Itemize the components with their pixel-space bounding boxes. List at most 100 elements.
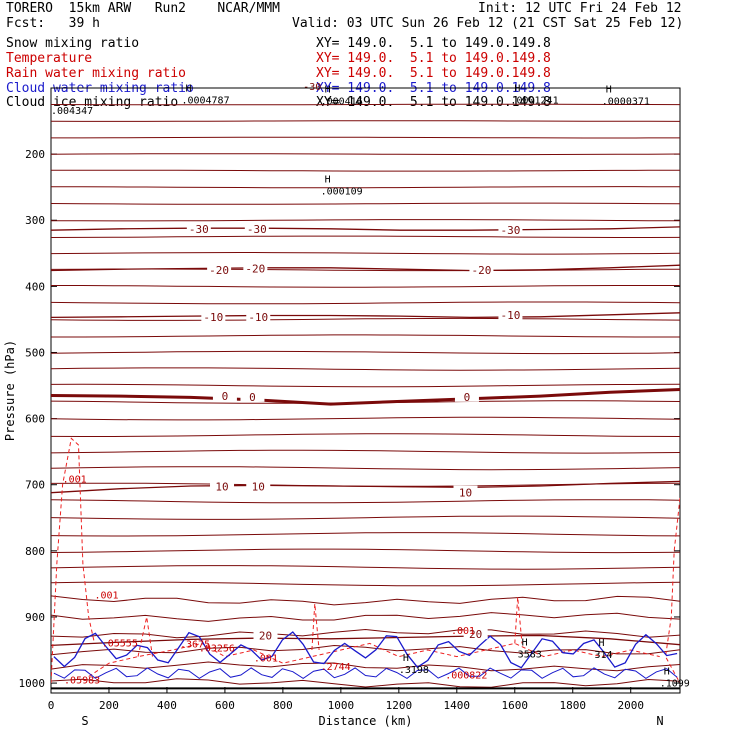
x-tick-label: 1400 xyxy=(444,699,471,712)
x-tick-label: 1200 xyxy=(386,699,413,712)
high-marker: H xyxy=(514,83,520,94)
background-contour xyxy=(51,548,680,554)
x-tick-label: 2000 xyxy=(617,699,644,712)
high-value: .0000371 xyxy=(602,97,650,108)
south-label: S xyxy=(81,714,88,728)
contour-label: -20 xyxy=(245,263,265,276)
x-tick-label: 1600 xyxy=(502,699,529,712)
contour-label: 0 xyxy=(222,390,229,403)
contour-label-bg xyxy=(498,307,523,320)
rain-contour xyxy=(514,597,523,644)
contour-label: -10 xyxy=(203,311,223,324)
x-tick-label: 400 xyxy=(157,699,177,712)
field-cloud-ice: Cloud ice mixing ratio xyxy=(6,95,179,110)
x-tick-label: 0 xyxy=(48,699,55,712)
rain-label: .001 xyxy=(451,626,475,637)
background-contour xyxy=(51,202,680,205)
high-marker: H xyxy=(325,85,331,96)
background-contour xyxy=(51,301,680,305)
contour-label-bg xyxy=(244,221,269,234)
background-contour xyxy=(51,595,680,606)
contour-label: -30 xyxy=(247,223,267,236)
contour-label-bg xyxy=(469,262,494,275)
high-marker: H xyxy=(403,653,409,664)
isotherm-20 xyxy=(51,634,680,647)
y-tick-label: 800 xyxy=(25,545,45,558)
x-tick-label: 200 xyxy=(99,699,119,712)
background-contour xyxy=(51,350,680,355)
isotherm--30 xyxy=(51,226,680,231)
y-tick-label: 900 xyxy=(25,611,45,624)
background-contour xyxy=(51,120,680,122)
rain-label: .001 xyxy=(94,590,118,601)
high-value: 3583 xyxy=(518,649,542,660)
plot-area xyxy=(51,103,680,690)
field-snow: Snow mixing ratio xyxy=(6,36,140,51)
y-tick-label: 400 xyxy=(25,280,45,293)
background-contour xyxy=(51,678,680,688)
rain-label: .05983 xyxy=(64,676,100,687)
x-tick-label: 1000 xyxy=(328,699,355,712)
high-value: .0001241 xyxy=(510,95,558,106)
north-label: N xyxy=(656,714,663,728)
contour-label-bg xyxy=(454,389,479,402)
background-contour xyxy=(51,136,680,139)
contour-label: -20 xyxy=(472,264,492,277)
background-contour xyxy=(51,612,680,622)
contour-label: 0 xyxy=(464,391,471,404)
rain-label: .3675 xyxy=(180,639,210,650)
rain-label: .000822 xyxy=(445,670,487,681)
background-contour xyxy=(51,532,680,537)
x-axis-label: Distance (km) xyxy=(319,714,413,728)
contour-label-bg xyxy=(498,223,523,236)
high-marker: H xyxy=(185,83,191,94)
background-contour xyxy=(51,449,680,454)
background-contour xyxy=(51,644,680,656)
valid-time: Valid: 03 UTC Sun 26 Feb 12 (21 CST Sat … xyxy=(292,16,684,31)
contour-label: 20 xyxy=(259,629,272,642)
background-contour xyxy=(51,153,680,156)
model-title: TORERO 15km ARW Run2 NCAR/MMM xyxy=(6,1,280,16)
contour-label-bg xyxy=(240,389,265,402)
y-tick-label: 700 xyxy=(25,479,45,492)
high-marker: H xyxy=(325,175,331,186)
y-axis-label: Pressure (hPa) xyxy=(3,340,17,441)
high-value: .004347 xyxy=(51,106,93,117)
background-contour xyxy=(51,383,680,388)
x-tick-label: 800 xyxy=(273,699,293,712)
rain-label: .05555 xyxy=(102,639,138,650)
background-contour xyxy=(51,285,680,288)
background-contour xyxy=(51,103,680,106)
y-tick-label: 600 xyxy=(25,413,45,426)
background-contour xyxy=(51,416,680,421)
isotherm-0 xyxy=(51,388,680,406)
xy-line-rain: XY= 149.0. 5.1 to 149.0.149.8 xyxy=(316,66,551,81)
background-contour xyxy=(51,515,680,520)
background-contour xyxy=(51,317,680,321)
x-tick-label: 600 xyxy=(215,699,235,712)
background-contour xyxy=(51,433,680,437)
background-contour xyxy=(51,219,680,222)
rain-label: .001 xyxy=(254,653,278,664)
xy-line-snow: XY= 149.0. 5.1 to 149.0.149.8 xyxy=(316,36,551,51)
contour-label: -30 xyxy=(189,223,209,236)
contour-label: 10 xyxy=(459,487,472,500)
forecast-hour: Fcst: 39 h xyxy=(6,16,100,31)
high-value: 314 xyxy=(594,650,612,661)
contour-label-bg xyxy=(210,479,235,492)
rain-label: .03256 xyxy=(199,643,235,654)
contour-label: 10 xyxy=(252,481,265,494)
rain-label: .2744 xyxy=(321,662,351,673)
contour-label: -10 xyxy=(500,309,520,322)
background-contour xyxy=(51,367,680,371)
field-rain: Rain water mixing ratio xyxy=(6,66,187,81)
background-contour xyxy=(51,251,680,255)
contour-label-bg xyxy=(463,627,488,640)
high-value: .000416 xyxy=(321,97,363,108)
contour-label-bg xyxy=(207,262,232,275)
isotherm-10 xyxy=(51,480,680,494)
top-contour-label: -30 xyxy=(303,82,321,93)
contour-label-bg xyxy=(246,309,271,322)
background-contour xyxy=(51,186,680,189)
